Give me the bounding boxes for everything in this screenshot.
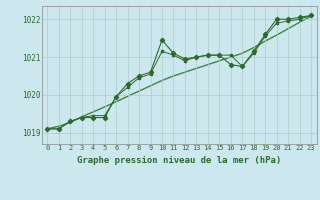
X-axis label: Graphe pression niveau de la mer (hPa): Graphe pression niveau de la mer (hPa) — [77, 156, 281, 165]
